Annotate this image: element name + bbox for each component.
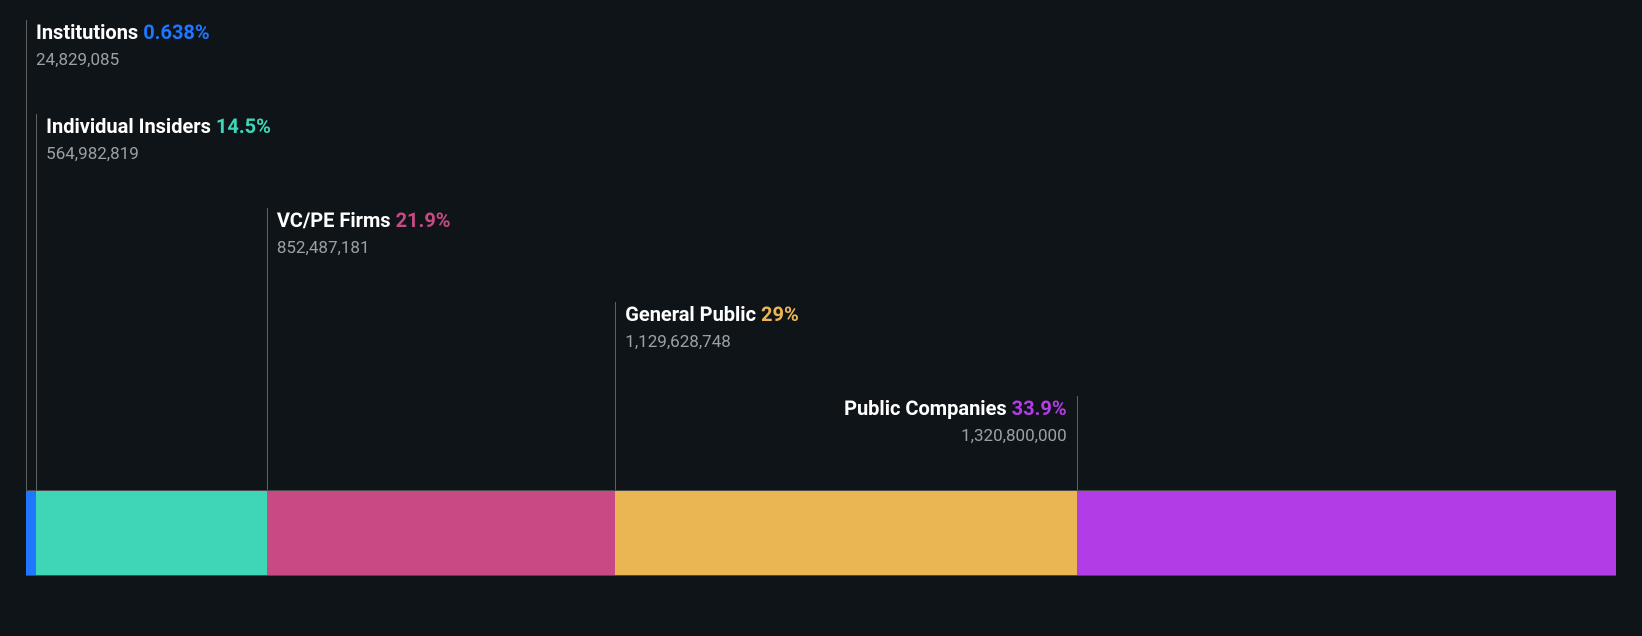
segment-pct: 21.9% [396,208,451,232]
segment-name: General Public [625,302,756,326]
segment-name-line: Individual Insiders 14.5% [46,114,271,138]
leader-line [1077,396,1078,490]
segment-value: 1,129,628,748 [625,332,798,352]
segment-name: Institutions [36,20,138,44]
bar-segment [267,491,615,575]
segment-name: VC/PE Firms [277,208,391,232]
segment-label: VC/PE Firms 21.9% 852,487,181 [277,208,451,258]
segment-value: 564,982,819 [46,144,271,164]
segment-name-line: Public Companies 33.9% [844,396,1067,420]
segment-name: Public Companies [844,396,1007,420]
segment-pct: 14.5% [216,114,271,138]
segment-pct: 33.9% [1012,396,1067,420]
ownership-bar [26,490,1616,576]
bar-segment [36,491,267,575]
segment-label: Individual Insiders 14.5% 564,982,819 [46,114,271,164]
segment-pct: 29% [761,302,799,326]
bar-segment [26,491,36,575]
leader-line [26,20,27,490]
ownership-chart: Institutions 0.638% 24,829,085 Individual … [26,20,1616,600]
segment-value: 1,320,800,000 [844,426,1067,446]
leader-line [36,114,37,490]
segment-value: 24,829,085 [36,50,210,70]
segment-label: Institutions 0.638% 24,829,085 [36,20,210,70]
segment-name-line: Institutions 0.638% [36,20,210,44]
segment-value: 852,487,181 [277,238,451,258]
segment-name-line: General Public 29% [625,302,798,326]
leader-line [615,302,616,490]
segment-name-line: VC/PE Firms 21.9% [277,208,451,232]
segment-pct: 0.638% [143,20,209,44]
chart-labels-area: Institutions 0.638% 24,829,085 Individual … [26,20,1616,490]
segment-name: Individual Insiders [46,114,211,138]
bar-segment [1077,491,1616,575]
leader-line [267,208,268,490]
segment-label: Public Companies 33.9% 1,320,800,000 [844,396,1067,446]
segment-label: General Public 29% 1,129,628,748 [625,302,798,352]
bar-segment [615,491,1076,575]
